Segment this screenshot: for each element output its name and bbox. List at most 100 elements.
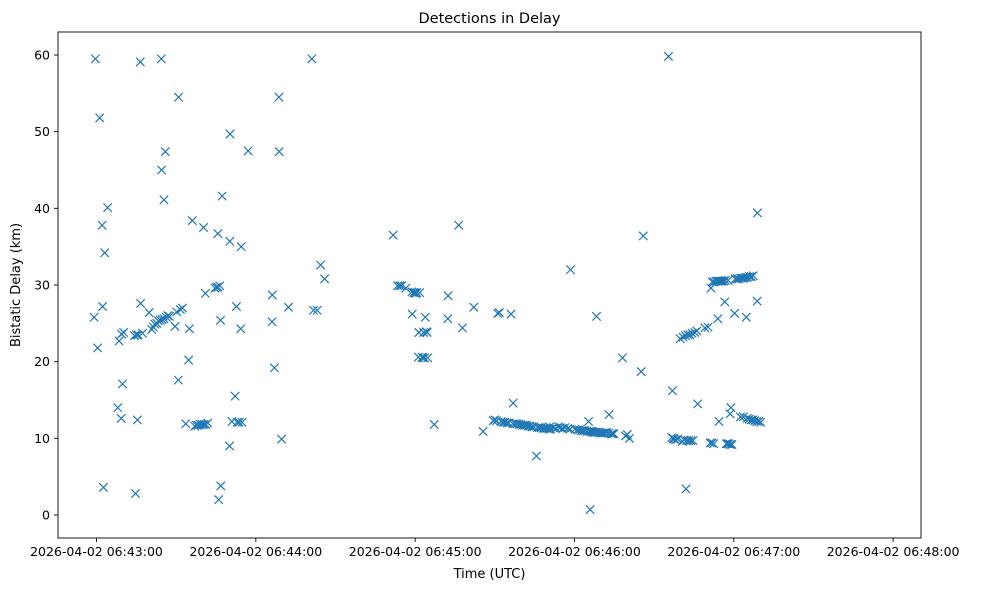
data-point-marker bbox=[89, 312, 99, 322]
data-point-marker bbox=[234, 417, 244, 427]
data-point-marker bbox=[667, 386, 678, 396]
data-point-marker bbox=[388, 230, 398, 240]
data-point-marker bbox=[608, 429, 618, 439]
y-axis: 0 10 20 30 40 50 60 bbox=[34, 48, 58, 523]
data-point-marker bbox=[565, 265, 576, 275]
y-tick-label: 10 bbox=[34, 431, 50, 446]
data-point-marker bbox=[215, 315, 226, 325]
data-point-marker bbox=[746, 415, 756, 425]
data-point-marker bbox=[687, 328, 697, 338]
data-point-marker bbox=[478, 426, 488, 437]
data-point-marker bbox=[604, 409, 614, 420]
data-point-marker bbox=[422, 327, 432, 338]
data-point-marker bbox=[211, 282, 222, 292]
data-point-marker bbox=[225, 236, 235, 246]
data-point-marker bbox=[267, 290, 277, 300]
x-tick-label: 2026-04-02 06:46:00 bbox=[508, 544, 641, 559]
data-point-marker bbox=[137, 328, 148, 338]
x-tick-label: 2026-04-02 06:45:00 bbox=[349, 544, 482, 559]
data-point-marker bbox=[392, 281, 403, 291]
data-point-marker bbox=[237, 417, 247, 427]
data-point-marker bbox=[583, 416, 594, 427]
y-tick-label: 40 bbox=[34, 201, 50, 216]
data-point-marker bbox=[307, 54, 317, 64]
plot-area bbox=[57, 31, 922, 539]
data-point-marker bbox=[714, 416, 724, 427]
y-tick-label: 30 bbox=[34, 278, 50, 293]
data-point-marker bbox=[684, 436, 694, 446]
data-markers bbox=[89, 51, 766, 515]
data-point-marker bbox=[606, 429, 617, 439]
chart-title: Detections in Delay bbox=[418, 11, 560, 27]
data-point-marker bbox=[173, 375, 183, 385]
data-point-marker bbox=[755, 417, 766, 427]
data-point-marker bbox=[312, 305, 322, 315]
data-point-marker bbox=[157, 314, 167, 325]
x-axis-label: Time (UTC) bbox=[453, 567, 526, 582]
data-point-marker bbox=[215, 281, 225, 291]
data-point-marker bbox=[496, 416, 506, 427]
data-point-marker bbox=[224, 441, 235, 451]
data-point-marker bbox=[98, 482, 109, 493]
data-point-marker bbox=[187, 215, 197, 226]
data-point-marker bbox=[269, 363, 280, 373]
data-point-marker bbox=[726, 403, 736, 413]
data-point-marker bbox=[103, 202, 113, 213]
data-point-marker bbox=[184, 324, 195, 334]
x-axis: 2026-04-02 06:43:00 2026-04-02 06:44:00 20… bbox=[30, 538, 960, 559]
data-point-marker bbox=[742, 272, 753, 282]
data-point-marker bbox=[415, 288, 425, 298]
data-point-marker bbox=[283, 302, 294, 312]
data-point-marker bbox=[454, 220, 464, 230]
data-point-marker bbox=[419, 353, 430, 363]
data-point-marker bbox=[708, 439, 719, 449]
data-point-marker bbox=[97, 301, 108, 312]
data-point-marker bbox=[508, 398, 518, 408]
data-point-marker bbox=[750, 416, 760, 426]
data-point-marker bbox=[130, 488, 141, 499]
data-point-marker bbox=[525, 421, 535, 431]
data-point-marker bbox=[203, 418, 213, 428]
data-point-marker bbox=[159, 195, 169, 205]
y-tick-label: 60 bbox=[34, 48, 50, 63]
data-point-marker bbox=[412, 288, 422, 298]
data-point-marker bbox=[521, 420, 532, 430]
data-point-marker bbox=[591, 311, 602, 322]
data-point-marker bbox=[693, 399, 703, 409]
data-point-marker bbox=[420, 312, 430, 322]
data-point-marker bbox=[681, 484, 691, 494]
data-point-marker bbox=[401, 283, 411, 293]
data-point-marker bbox=[117, 379, 128, 389]
data-point-marker bbox=[225, 129, 235, 139]
data-point-marker bbox=[236, 324, 246, 334]
x-tick-label: 2026-04-02 06:44:00 bbox=[189, 544, 322, 559]
data-point-marker bbox=[720, 297, 730, 307]
data-point-marker bbox=[700, 323, 710, 333]
data-point-marker bbox=[308, 305, 319, 315]
y-tick-label: 0 bbox=[42, 508, 50, 523]
data-point-marker bbox=[560, 422, 570, 433]
data-point-marker bbox=[735, 412, 746, 422]
data-point-marker bbox=[686, 436, 696, 446]
data-point-marker bbox=[170, 321, 180, 332]
data-point-marker bbox=[319, 274, 330, 284]
data-point-marker bbox=[129, 330, 140, 341]
data-point-marker bbox=[216, 481, 226, 491]
data-point-marker bbox=[230, 391, 240, 401]
data-point-marker bbox=[544, 422, 555, 432]
data-point-marker bbox=[746, 271, 756, 282]
data-point-marker bbox=[752, 208, 763, 218]
data-point-marker bbox=[754, 416, 764, 427]
data-point-marker bbox=[678, 332, 688, 342]
data-point-marker bbox=[692, 326, 702, 336]
data-point-marker bbox=[173, 92, 184, 102]
data-point-marker bbox=[752, 416, 762, 427]
data-point-marker bbox=[585, 505, 595, 515]
data-point-marker bbox=[688, 436, 698, 446]
data-point-marker bbox=[90, 54, 101, 64]
data-point-marker bbox=[423, 353, 433, 363]
data-point-marker bbox=[116, 413, 126, 424]
data-point-marker bbox=[494, 307, 504, 318]
data-point-marker bbox=[609, 429, 619, 439]
